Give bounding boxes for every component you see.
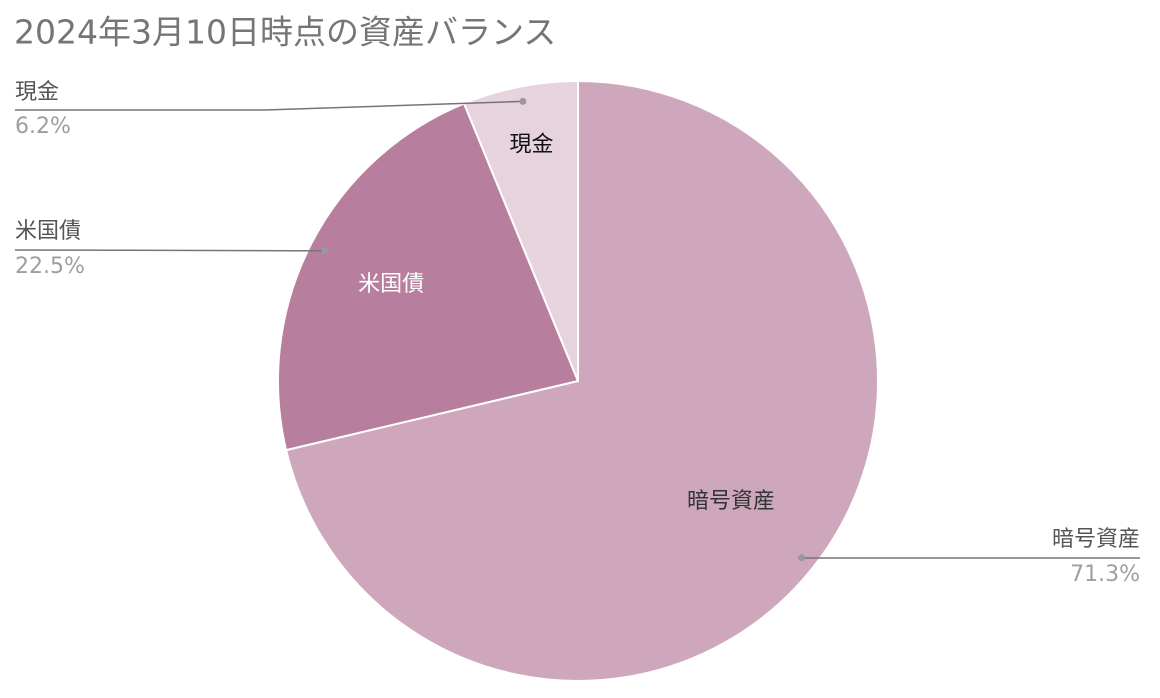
- leader-line: [14, 249, 325, 252]
- slice-label: 暗号資産: [687, 489, 775, 514]
- leader-line: [15, 100, 523, 111]
- pie-slice: [284, 79, 879, 682]
- legend-label: 米国債: [15, 219, 81, 244]
- chart-title: 2024年3月10日時点の資産バランス: [14, 13, 556, 52]
- pie-slice: [277, 102, 580, 452]
- value-label: 71.3%: [1070, 562, 1140, 587]
- leader-dot: [519, 97, 527, 105]
- legend-label: 現金: [15, 80, 59, 105]
- leader-dot: [798, 554, 806, 562]
- leader-dot: [320, 247, 328, 255]
- slice-label: 米国債: [358, 272, 424, 297]
- value-label: 22.5%: [15, 254, 85, 279]
- slice-label: 現金: [510, 133, 554, 158]
- value-label: 6.2%: [15, 114, 71, 139]
- legend-label: 暗号資産: [1052, 527, 1140, 552]
